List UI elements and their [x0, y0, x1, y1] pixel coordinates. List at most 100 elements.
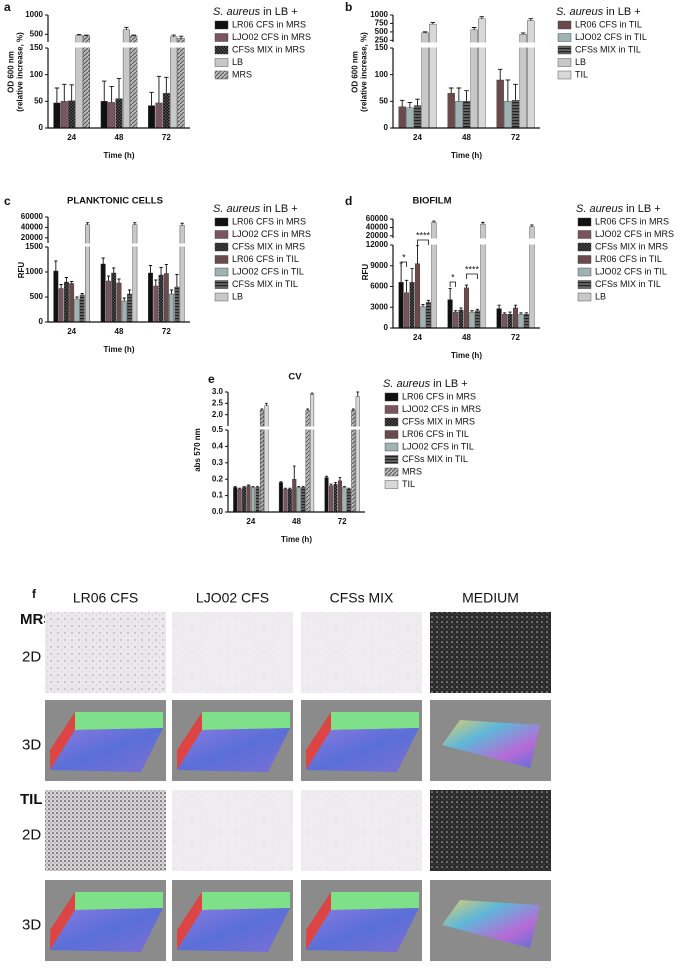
y-tick-label: 0.5: [212, 425, 224, 434]
x-tick-label: 24: [67, 133, 76, 142]
legend-label: LB: [232, 291, 243, 301]
error-bar: [301, 486, 305, 488]
x-tick-label: 72: [511, 333, 520, 342]
y-axis-label: RFU: [361, 264, 370, 281]
legend-swatch: [214, 33, 229, 42]
bar: [414, 263, 421, 329]
legend-swatch: [577, 217, 592, 227]
micrograph-2d: [301, 612, 422, 693]
error-bar: [131, 34, 136, 36]
panel-label: f: [32, 587, 37, 601]
x-axis-label: Time (h): [104, 151, 135, 160]
micrograph-2d: [430, 790, 551, 871]
legend-swatch: [577, 292, 592, 302]
axis-break: [224, 426, 365, 430]
bar: [169, 293, 175, 323]
error-bar: [170, 289, 174, 294]
legend-label: LJO02 CFS in MRS: [402, 404, 481, 414]
bar: [130, 35, 138, 129]
y-tick-label: 0.4: [212, 442, 224, 451]
y-tick-label: 100: [375, 70, 389, 79]
micrograph-2d: [172, 790, 293, 871]
legend-title-text: in LB +: [263, 6, 298, 18]
surface-top: [50, 908, 163, 952]
bar: [179, 225, 185, 323]
y-axis-label: OD 600 nm: [351, 51, 360, 93]
bar: [115, 98, 123, 129]
legend-label: LR06 CFS in TIL: [575, 19, 642, 29]
surface-side: [177, 892, 202, 950]
y-tick-label: 150: [375, 43, 389, 52]
legend-label: TIL: [575, 69, 588, 79]
legend-title-text: in LB +: [433, 378, 468, 390]
legend-swatch: [214, 58, 229, 67]
surface-side: [177, 712, 202, 770]
y-axis: [392, 15, 540, 129]
legend-swatch: [384, 417, 399, 427]
error-bar: [117, 278, 121, 283]
bar: [504, 101, 512, 129]
bar: [523, 313, 529, 329]
error-bar: [513, 83, 518, 101]
error-bar: [310, 392, 314, 395]
error-bar: [288, 487, 292, 490]
surface-back: [202, 892, 290, 910]
significance-bracket: [449, 281, 456, 287]
legend-swatch: [214, 217, 229, 227]
y-axis-label: OD 600 nm: [7, 51, 16, 93]
legend-swatch: [557, 45, 572, 55]
bar: [507, 313, 513, 329]
y-tick-label: 500: [375, 27, 389, 36]
bar: [287, 488, 292, 513]
bar: [132, 224, 138, 323]
legend-swatch: [384, 480, 399, 489]
y-tick-label: 500: [30, 292, 44, 301]
significance-bracket: [417, 239, 429, 245]
bar: [462, 101, 471, 129]
legend-title-italic: S. aureus: [576, 203, 624, 215]
bar: [259, 409, 264, 513]
error-bar: [481, 221, 485, 225]
error-bar: [415, 245, 420, 264]
error-bar: [456, 87, 462, 102]
x-tick-label: 24: [413, 133, 422, 142]
legend-swatch: [557, 70, 572, 80]
bar: [301, 487, 306, 513]
error-bar: [260, 408, 264, 411]
error-bar: [62, 83, 67, 102]
error-bar: [148, 265, 153, 273]
error-bar: [475, 308, 480, 311]
axis-break: [389, 42, 540, 48]
legend-swatch: [557, 58, 572, 67]
error-bar: [112, 267, 116, 273]
legend-title: S. aureus in LB +: [576, 203, 661, 215]
y-tick-label: 0: [39, 123, 44, 132]
y-tick-label: 100: [30, 70, 44, 79]
x-tick-label: 24: [413, 333, 422, 342]
error-bar: [54, 87, 60, 103]
bar: [121, 300, 127, 323]
y-axis: [227, 392, 365, 513]
legend-label: LJO02 CFS in TIL: [575, 32, 647, 42]
legend-label: LB: [575, 57, 586, 67]
legend-title-text: in LB +: [626, 203, 661, 215]
error-bar: [347, 487, 351, 490]
y-tick-label: 750: [375, 19, 389, 28]
error-bar: [329, 483, 333, 486]
micrograph-2d: [430, 612, 551, 693]
bar: [496, 308, 502, 329]
legend-label: LJO02 CFS in MRS: [232, 229, 311, 239]
error-bar: [292, 465, 296, 480]
micrograph-2d: [45, 612, 166, 693]
error-bar: [164, 76, 169, 94]
error-bar: [513, 304, 518, 308]
bar: [447, 93, 455, 129]
error-bar: [343, 486, 346, 488]
error-bar: [519, 312, 523, 315]
y-tick-label: 0.1: [212, 491, 224, 500]
bar: [527, 20, 535, 129]
y-axis: [47, 15, 190, 129]
chart-title: CV: [288, 372, 302, 383]
bar: [512, 307, 519, 329]
bar: [511, 100, 520, 129]
